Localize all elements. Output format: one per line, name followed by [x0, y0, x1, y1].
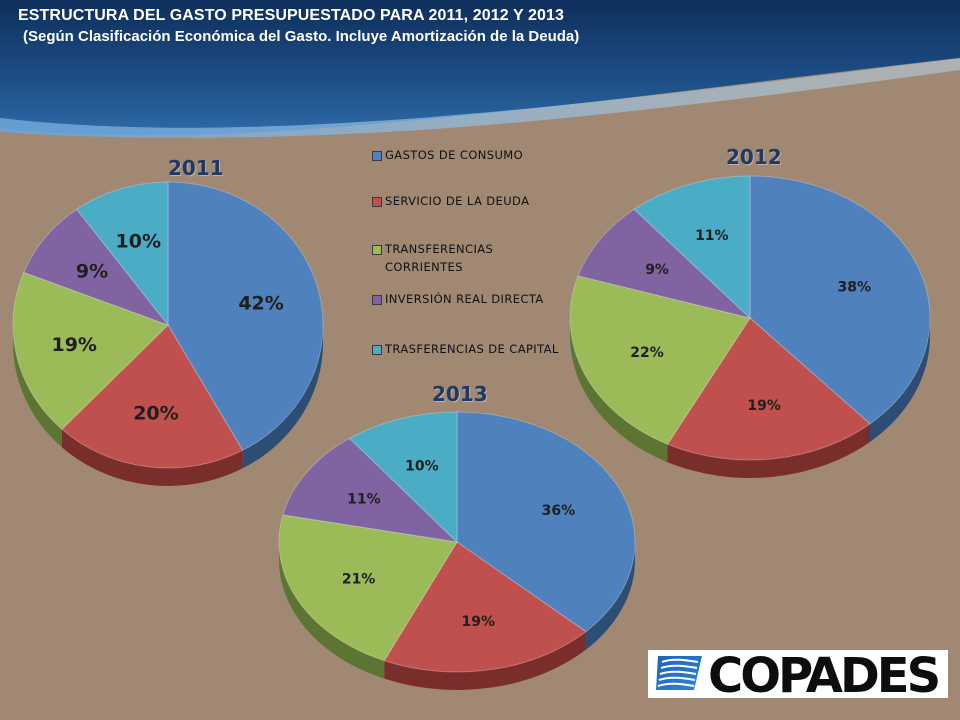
- pie-label-2013-3: 11%: [347, 492, 381, 508]
- chart-title-2013: 2013: [432, 382, 488, 406]
- pie-chart-2013: 36% 19% 21% 11% 10%: [278, 411, 636, 690]
- pie-side-2011-1: [61, 429, 243, 486]
- legend-item-servicio-deuda: SERVICIO DE LA DEUDA: [372, 194, 565, 210]
- copades-logo-mark-icon: [656, 656, 702, 690]
- pie-label-2013-1: 19%: [462, 614, 496, 630]
- pie-side-2012-1: [667, 423, 871, 478]
- pie-slice-2012-4: [633, 175, 751, 320]
- pie-slice-2013-3: [282, 437, 459, 543]
- legend-label: TRASFERENCIAS DE CAPITAL: [385, 342, 559, 356]
- pie-label-2011-4: 10%: [116, 230, 161, 252]
- pie-slice-2011-0: [167, 181, 324, 451]
- pie-label-2012-2: 22%: [630, 345, 664, 361]
- legend-swatch: [372, 345, 382, 355]
- pie-label-2013-2: 21%: [342, 571, 376, 587]
- header-banner: [0, 0, 960, 138]
- pie-side-2012-2: [570, 318, 668, 463]
- pie-side-2011-0: [242, 325, 323, 469]
- pie-slice-2012-2: [569, 275, 751, 445]
- legend-item-gastos-consumo: GASTOS DE CONSUMO: [372, 148, 565, 164]
- legend-swatch: [372, 197, 382, 207]
- pie-chart-2011: 42% 20% 19% 9% 10%: [12, 181, 324, 486]
- pie-chart-2012: 38% 19% 22% 9% 11%: [569, 175, 931, 478]
- pie-slice-2013-1: [383, 541, 587, 673]
- pie-side-2013-0: [585, 542, 635, 650]
- pie-label-2013-4: 10%: [405, 458, 439, 474]
- legend-label-line: TRANSFERENCIAS: [385, 242, 494, 256]
- legend-swatch: [372, 151, 382, 161]
- pie-side-2011-2: [13, 325, 62, 448]
- pie-label-2011-3: 9%: [76, 260, 108, 282]
- pie-slice-2012-3: [577, 208, 752, 319]
- legend-label: INVERSIÓN REAL DIRECTA: [385, 292, 544, 306]
- pie-slice-2013-2: [278, 514, 458, 662]
- pie-label-2012-1: 19%: [747, 398, 781, 414]
- legend-swatch: [372, 245, 382, 255]
- pie-slice-2011-2: [12, 271, 169, 430]
- slide-subtitle: (Según Clasificación Económica del Gasto…: [23, 28, 580, 45]
- pie-side-2013-2: [279, 542, 385, 679]
- pie-label-2012-4: 11%: [695, 228, 729, 244]
- slide-title: ESTRUCTURA DEL GASTO PRESUPUESTADO PARA …: [18, 7, 565, 24]
- legend-item-transferencias-corrientes: TRANSFERENCIAS CORRIENTES: [372, 242, 565, 276]
- legend-swatch: [372, 295, 382, 305]
- pie-slice-2013-0: [456, 411, 636, 633]
- copades-logo: COPADES: [648, 648, 948, 704]
- pie-label-2011-0: 42%: [238, 293, 283, 315]
- pie-label-2012-0: 38%: [837, 279, 871, 295]
- slide-header: ESTRUCTURA DEL GASTO PRESUPUESTADO PARA …: [0, 0, 960, 140]
- chart-title-2012: 2012: [726, 145, 782, 169]
- pie-slice-2012-0: [749, 175, 931, 425]
- legend-label-line: CORRIENTES: [385, 260, 463, 274]
- legend-label: GASTOS DE CONSUMO: [385, 148, 524, 162]
- pie-label-2011-2: 19%: [51, 334, 96, 356]
- legend-item-inversion-real: INVERSIÓN REAL DIRECTA: [372, 292, 565, 308]
- pie-slice-2012-1: [666, 317, 871, 461]
- pie-slice-2011-3: [23, 208, 170, 327]
- chart-title-2011: 2011: [168, 156, 224, 180]
- pie-label-2011-1: 20%: [133, 403, 178, 425]
- pie-side-2013-1: [384, 631, 586, 690]
- pie-slice-2011-1: [61, 324, 244, 469]
- pie-slice-2013-4: [348, 411, 458, 544]
- pie-label-2012-3: 9%: [645, 262, 669, 278]
- pie-side-2012-0: [870, 318, 931, 442]
- legend-label: SERVICIO DE LA DEUDA: [385, 194, 530, 208]
- legend-label: TRANSFERENCIAS CORRIENTES: [385, 240, 565, 276]
- pie-label-2013-0: 36%: [542, 503, 576, 519]
- legend-item-trasferencias-capital: TRASFERENCIAS DE CAPITAL: [372, 342, 565, 358]
- copades-logo-text: COPADES: [708, 648, 941, 704]
- pie-slice-2011-4: [76, 181, 169, 327]
- chart-legend: GASTOS DE CONSUMO SERVICIO DE LA DEUDA T…: [364, 140, 564, 365]
